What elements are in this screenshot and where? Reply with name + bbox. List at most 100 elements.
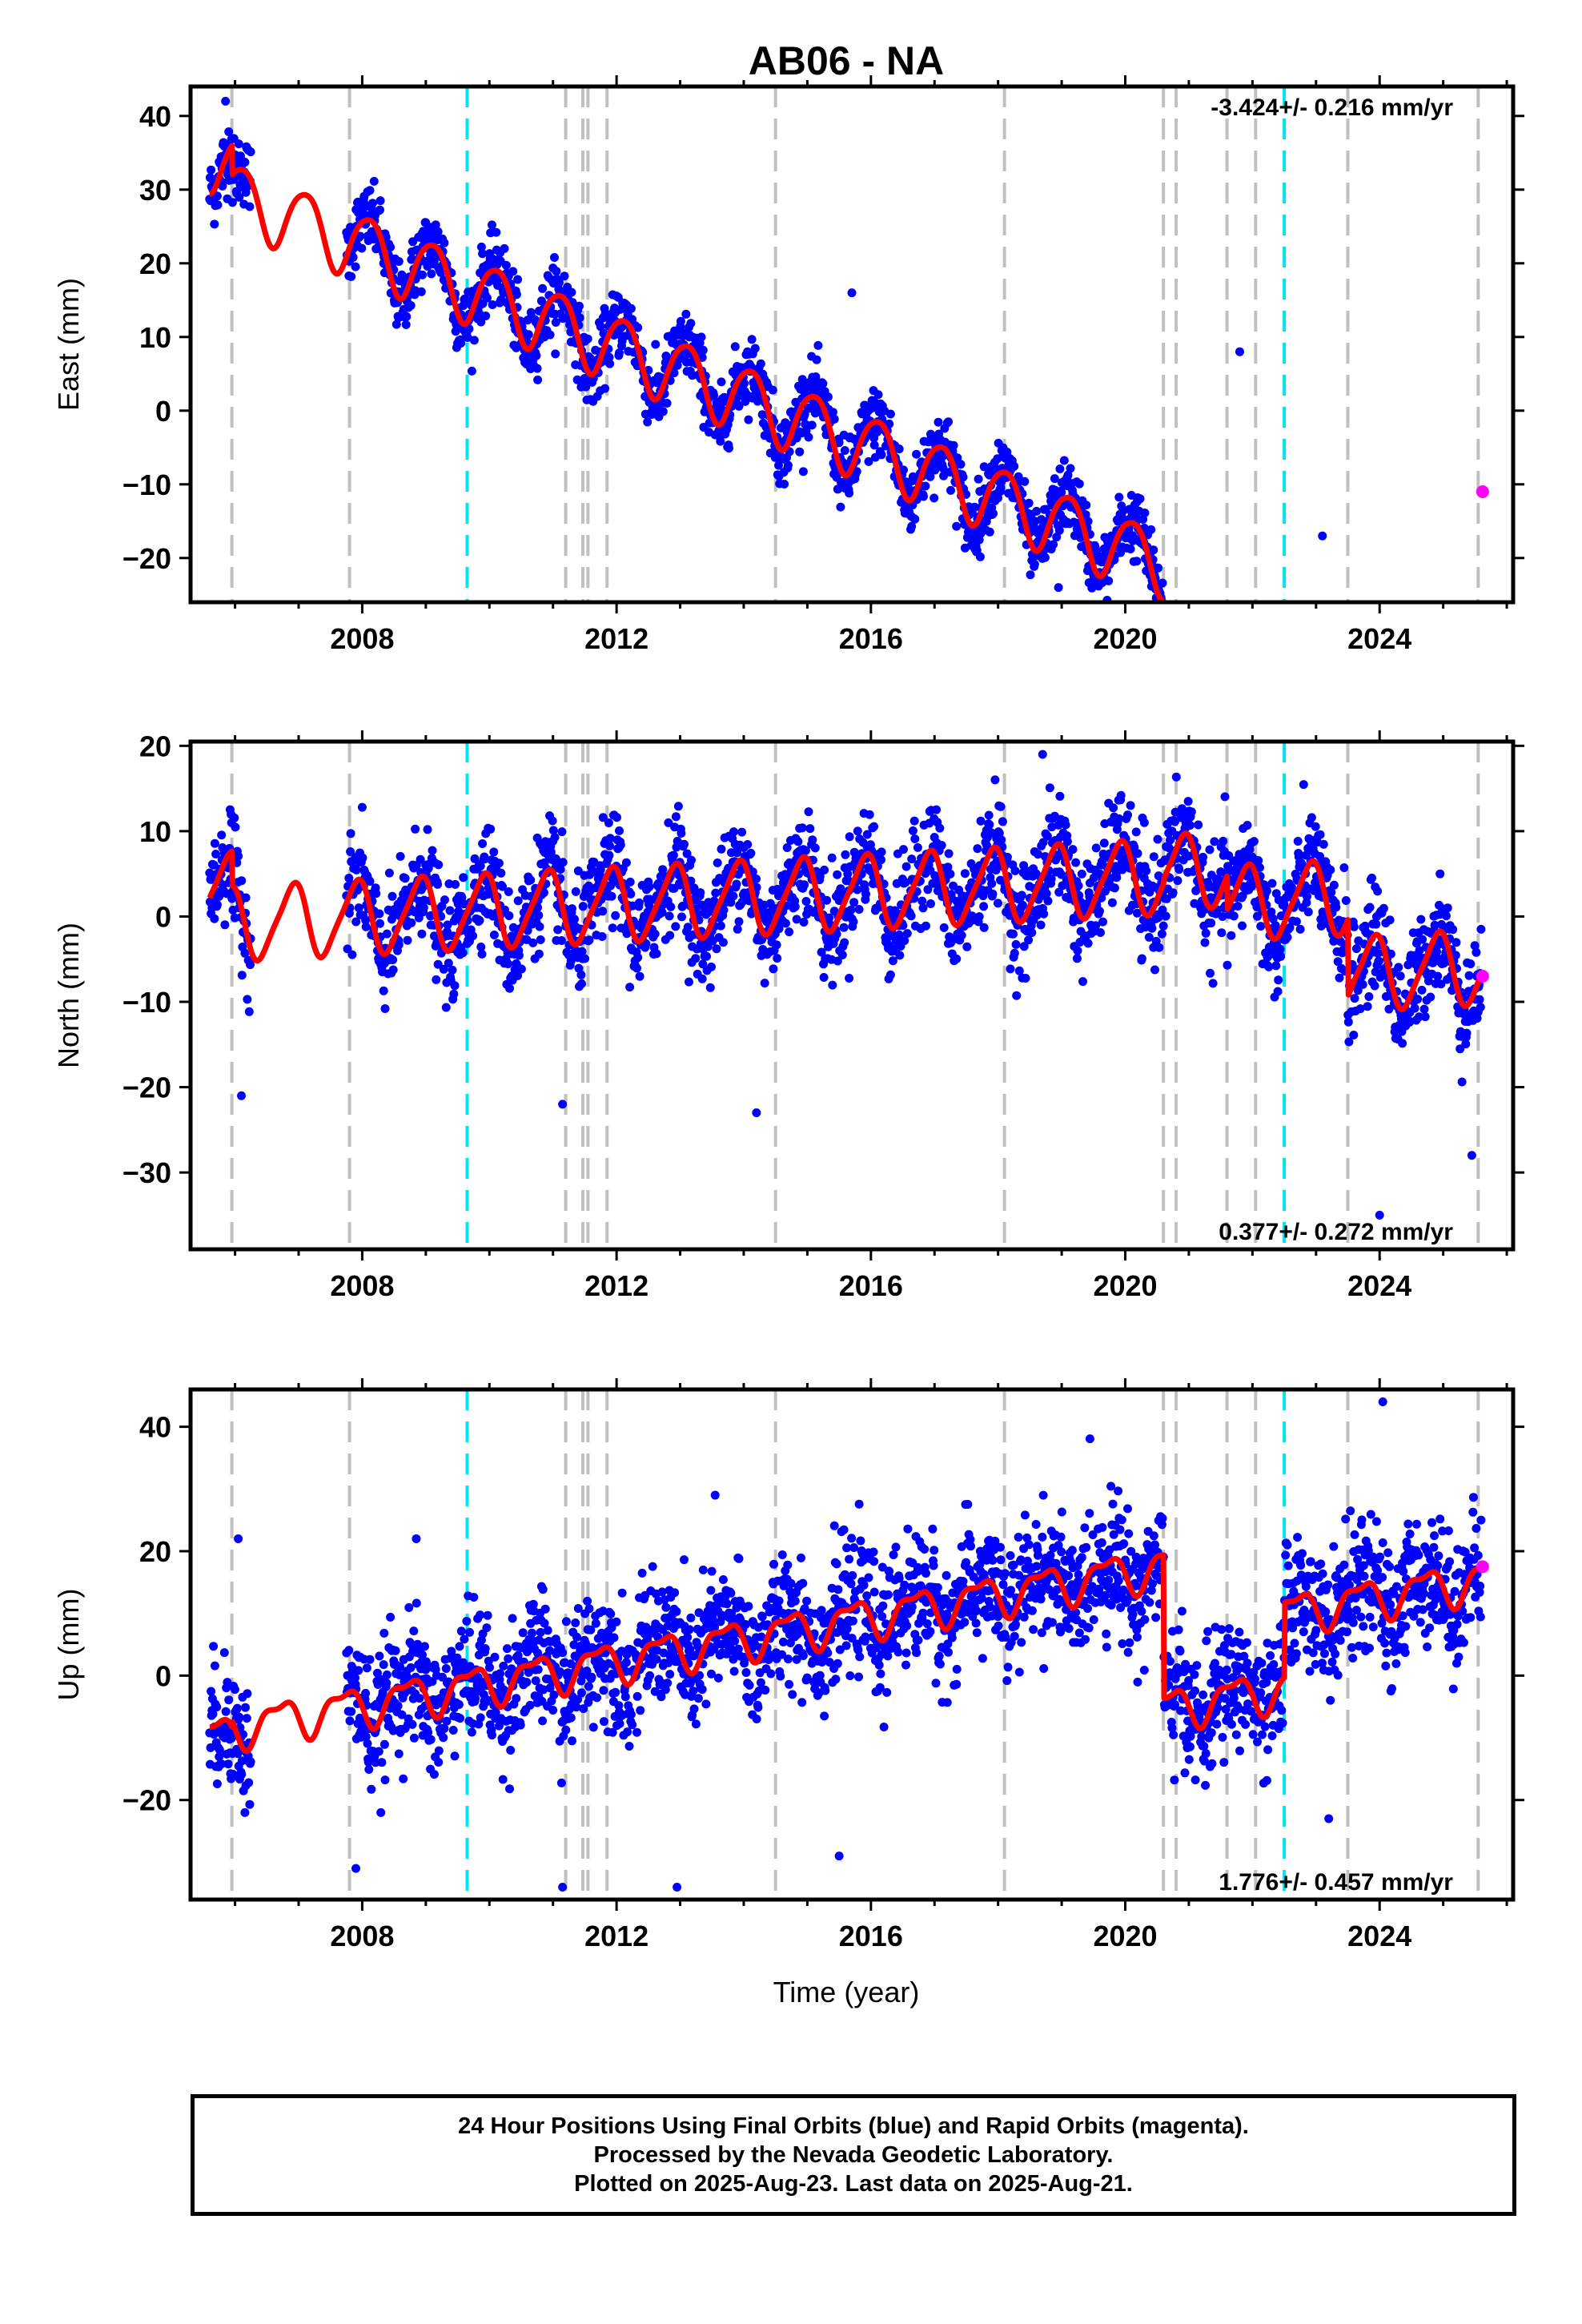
data-point [910,834,920,843]
data-point [1459,921,1468,930]
data-point [975,552,985,561]
data-point [489,931,499,939]
data-point [1374,862,1383,870]
data-point [1454,882,1463,891]
data-point [1171,772,1181,782]
data-point [1446,893,1455,902]
data-point [1274,975,1283,985]
data-point [1326,818,1335,827]
data-point [440,238,449,247]
data-point [956,460,966,469]
data-point [1131,827,1141,837]
data-point [605,841,615,850]
data-point [528,938,538,947]
data-point [1195,830,1203,838]
data-point [626,304,636,313]
data-point [730,342,740,352]
data-point [607,891,616,901]
data-point [551,349,560,359]
data-point [489,847,499,857]
velocity-rate-label: -3.424+/- 0.216 mm/yr [1211,94,1453,121]
data-point [1403,920,1412,929]
data-point [428,846,437,855]
data-point [1379,903,1388,913]
data-point [1384,846,1393,855]
data-point [760,979,769,988]
data-point [583,334,592,344]
data-point [685,977,693,987]
data-point [348,252,358,262]
data-point [418,270,427,279]
data-point [1459,908,1468,917]
data-point [429,257,439,266]
data-point [600,384,610,393]
data-point [1349,906,1358,915]
data-point [1231,842,1239,851]
data-point [1026,570,1035,580]
data-point [450,981,460,991]
data-point [873,390,883,400]
data-point [1460,903,1469,912]
data-point [1243,798,1251,806]
data-point [746,848,756,858]
data-point [1351,908,1360,917]
data-point [752,875,761,883]
data-point [1259,810,1268,818]
data-point [1331,903,1341,912]
data-point [483,293,492,303]
data-point [801,897,811,906]
data-point [584,935,594,945]
data-point [712,944,721,954]
data-point [1419,907,1428,916]
data-point [781,919,790,928]
data-point [1468,917,1476,926]
data-point [361,922,371,931]
data-point [1199,852,1208,862]
data-point [1234,794,1243,802]
data-point [785,927,794,937]
data-point [918,903,928,913]
data-point [988,889,998,899]
data-point [524,330,533,340]
data-point [813,340,823,350]
data-point [683,923,693,932]
data-point [604,850,614,860]
data-point [845,489,854,498]
data-point [1098,917,1107,927]
data-point [1383,850,1391,859]
data-point [1456,911,1464,919]
data-point [220,920,230,930]
data-point [433,879,443,889]
data-point [1457,911,1466,919]
data-point [240,158,250,167]
data-point [1264,778,1273,787]
data-point [1186,807,1196,817]
data-point [1466,893,1475,902]
data-point [869,822,879,831]
data-point [227,198,237,207]
data-point [1461,927,1470,936]
data-point [407,918,416,927]
data-point [1395,919,1404,928]
data-point [1376,850,1385,859]
y-tick-label: −10 [122,468,171,501]
data-point [1259,808,1267,817]
data-point [1394,963,1403,972]
data-point [1389,866,1398,875]
data-point [1386,858,1395,866]
model-fit-line [207,143,1166,602]
data-point [808,835,817,845]
data-point [944,849,954,858]
data-point [852,467,861,476]
data-point [1194,793,1203,802]
data-point [1379,877,1387,886]
x-axis-label: Time (year) [773,1976,920,2008]
data-point [1393,858,1402,866]
data-point [355,231,365,241]
data-point [615,348,624,358]
data-point [1410,884,1419,893]
data-point [375,919,384,928]
data-point [1052,533,1062,542]
data-point [1448,925,1458,935]
data-point [829,414,839,424]
